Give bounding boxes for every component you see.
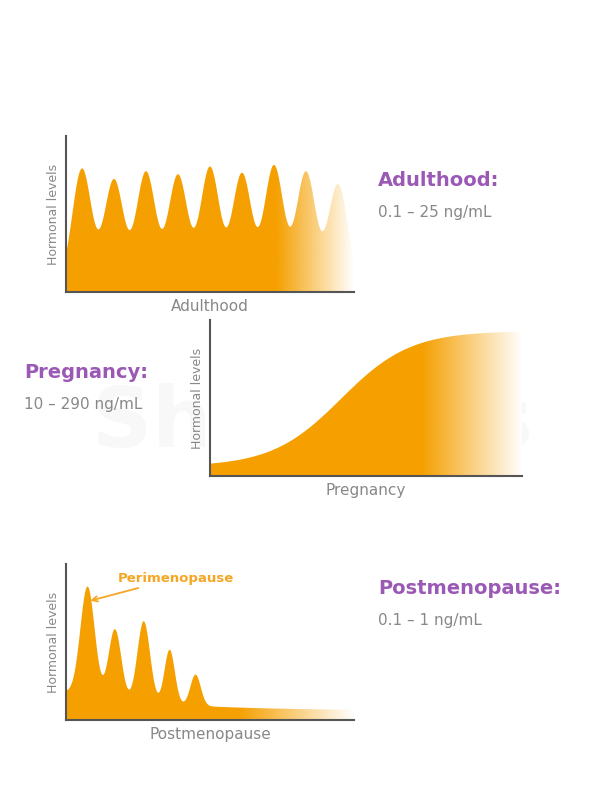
Y-axis label: Hormonal levels: Hormonal levels	[191, 347, 205, 449]
Text: Ranges of Normal: Ranges of Normal	[112, 31, 488, 67]
Text: 0.1 – 1 ng/mL: 0.1 – 1 ng/mL	[378, 613, 482, 627]
Y-axis label: Hormonal levels: Hormonal levels	[47, 591, 61, 693]
Text: Pregnancy:: Pregnancy:	[24, 362, 148, 382]
Text: Progesterone Levels: Progesterone Levels	[83, 91, 517, 127]
Text: 10 – 290 ng/mL: 10 – 290 ng/mL	[24, 397, 142, 411]
Text: Perimenopause: Perimenopause	[92, 571, 234, 602]
Text: Postmenopause:: Postmenopause:	[378, 578, 561, 598]
Text: Adulthood:: Adulthood:	[378, 170, 499, 190]
X-axis label: Pregnancy: Pregnancy	[326, 483, 406, 498]
X-axis label: Adulthood: Adulthood	[171, 299, 249, 314]
Text: SheCares: SheCares	[91, 383, 533, 464]
Text: 0.1 – 25 ng/mL: 0.1 – 25 ng/mL	[378, 205, 491, 219]
X-axis label: Postmenopause: Postmenopause	[149, 727, 271, 742]
Y-axis label: Hormonal levels: Hormonal levels	[47, 163, 61, 265]
